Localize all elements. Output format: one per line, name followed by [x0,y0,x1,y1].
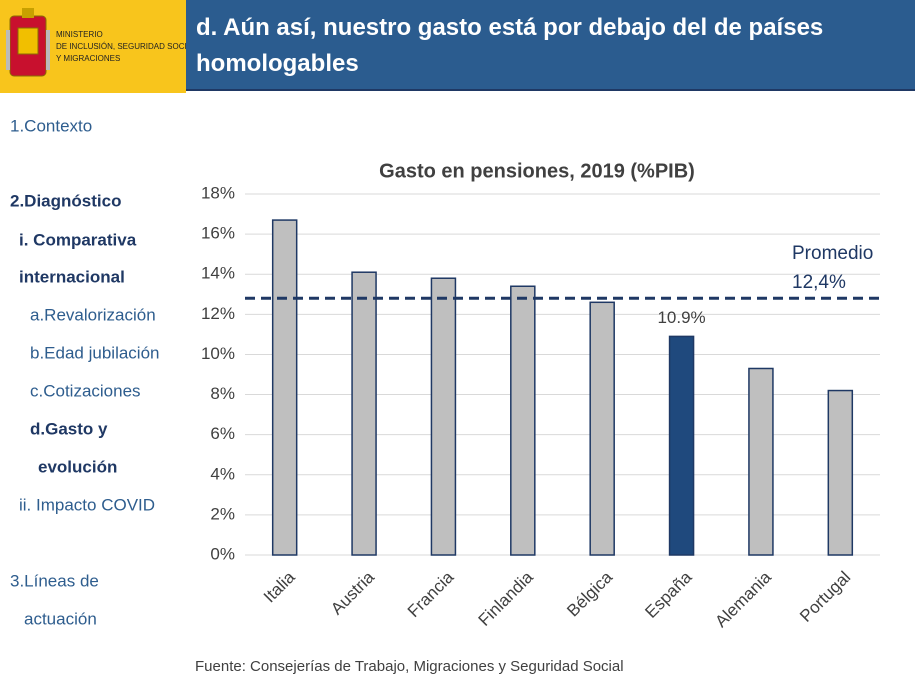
chart-title: Gasto en pensiones, 2019 (%PIB) [379,160,695,182]
logo-graphic: MINISTERIO DE INCLUSIÓN, SEGURIDAD SOCIA… [6,8,186,77]
sidebar-item: b.Edad jubilación [30,343,159,362]
sidebar-item: 1.Contexto [10,116,92,135]
x-tick-label: Italia [260,567,299,606]
ministry-line: MINISTERIO [56,30,103,39]
sidebar-item: evolución [38,457,117,476]
bar [589,301,615,556]
bar [430,277,457,556]
ministry-logo: MINISTERIO DE INCLUSIÓN, SEGURIDAD SOCIA… [0,0,186,93]
y-tick-label: 18% [201,183,235,202]
y-tick-label: 2% [210,504,235,523]
y-tick-label: 16% [201,224,235,243]
sidebar-item: actuación [24,609,97,628]
bar [271,219,298,556]
sidebar-item: internacional [19,267,125,286]
sidebar-item: c.Cotizaciones [30,381,141,400]
source: Fuente: Consejerías de Trabajo, Migracio… [195,658,624,675]
bar [351,271,377,556]
sidebar-item: i. Comparativa [19,230,137,249]
bar [510,285,536,556]
y-tick-label: 8% [210,384,235,403]
x-tick-label: Austria [327,567,378,618]
slide-title: d. Aún así, nuestro gasto está por debaj… [186,0,915,91]
annotation: 12,4% [792,272,846,293]
sidebar-item: 3.Líneas de [10,571,99,590]
sidebar-item: a.Revalorización [30,305,156,324]
x-tick-label: Bélgica [563,567,616,620]
ministry-line: Y MIGRACIONES [56,54,120,63]
y-tick-label: 14% [201,264,235,283]
y-tick-label: 6% [210,424,235,443]
sidebar-item: d.Gasto y [30,419,108,438]
x-tick-label: Alemania [711,567,775,631]
x-tick-label: España [641,567,696,622]
bar [668,335,695,556]
x-tick-label: Portugal [796,568,854,626]
y-tick-label: 12% [201,304,235,323]
value-label: 10.9% [657,308,705,327]
y-tick-label: 4% [210,464,235,483]
ministry-line: DE INCLUSIÓN, SEGURIDAD SOCIAL [56,42,186,51]
bar [827,389,854,556]
sidebar-item: ii. Impacto COVID [19,495,155,514]
annotation: Promedio [792,243,873,264]
x-tick-label: Finlandia [475,567,538,630]
y-tick-label: 0% [210,544,235,563]
sidebar-item: 2.Diagnóstico [10,191,121,210]
x-tick-label: Francia [404,567,458,621]
y-tick-label: 10% [201,344,235,363]
bar [748,367,774,556]
